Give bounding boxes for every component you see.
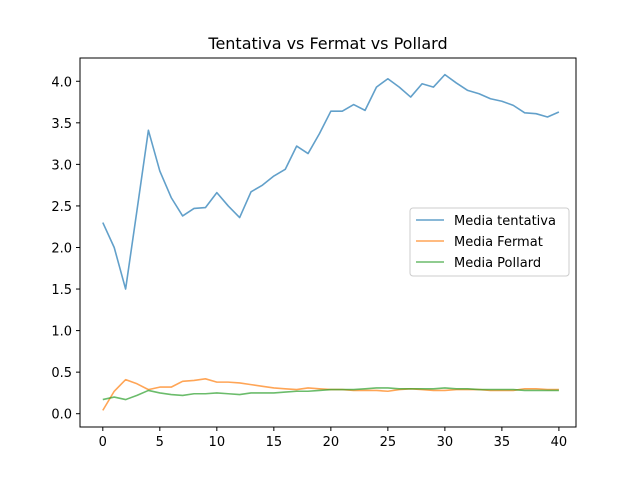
x-tick-label: 25 [380, 435, 397, 450]
y-tick-label: 1.0 [51, 325, 72, 340]
series-line-1 [102, 73, 560, 290]
y-tick-label: 0.5 [51, 366, 72, 381]
legend-label: Media Fermat [454, 235, 543, 250]
legend-label: Media tentativa [454, 214, 556, 229]
x-tick-label: 15 [266, 435, 283, 450]
x-tick-label: 5 [156, 435, 164, 450]
legend-label: Media Pollard [454, 256, 541, 271]
x-tick-label: 10 [209, 435, 226, 450]
y-tick-label: 3.5 [51, 117, 72, 132]
x-tick-label: 0 [99, 435, 107, 450]
x-tick-label: 30 [437, 435, 454, 450]
y-tick-label: 2.5 [51, 200, 72, 215]
plot-frame [79, 57, 577, 428]
y-tick-label: 3.0 [51, 158, 72, 173]
series-line-3 [102, 387, 559, 401]
x-tick-label: 35 [494, 435, 511, 450]
legend-box [409, 207, 570, 277]
y-tick-label: 0.0 [51, 408, 72, 423]
y-tick-label: 2.0 [51, 241, 72, 256]
x-tick-label: 40 [551, 435, 568, 450]
y-tick-label: 4.0 [51, 75, 72, 90]
y-tick-label: 1.5 [51, 283, 72, 298]
x-tick-label: 20 [323, 435, 340, 450]
chart-title: Tentativa vs Fermat vs Pollard [207, 34, 447, 53]
